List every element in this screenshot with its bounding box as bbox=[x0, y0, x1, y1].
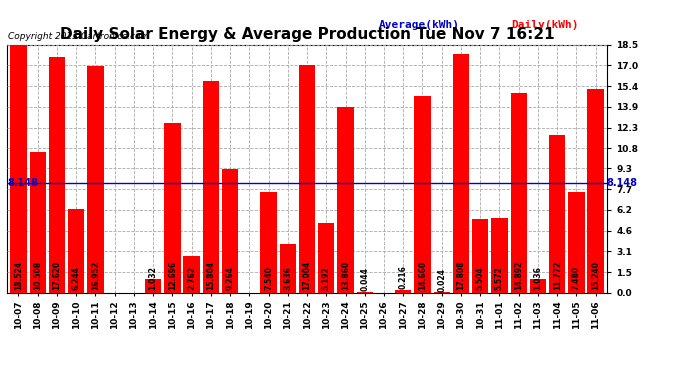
Bar bbox=[184, 255, 200, 292]
Text: 11.772: 11.772 bbox=[553, 261, 562, 291]
Text: Daily(kWh): Daily(kWh) bbox=[511, 20, 579, 30]
Bar bbox=[145, 279, 161, 292]
Text: 14.660: 14.660 bbox=[418, 261, 427, 291]
Text: 13.860: 13.860 bbox=[341, 261, 350, 291]
Text: 10.508: 10.508 bbox=[33, 261, 42, 291]
Text: 17.004: 17.004 bbox=[302, 261, 312, 291]
Text: 5.572: 5.572 bbox=[495, 267, 504, 291]
Bar bbox=[222, 169, 238, 292]
Text: 14.892: 14.892 bbox=[514, 261, 523, 291]
Bar bbox=[569, 192, 584, 292]
Text: Copyright 2023 Cartronics.com: Copyright 2023 Cartronics.com bbox=[8, 32, 150, 41]
Text: 18.524: 18.524 bbox=[14, 261, 23, 291]
Bar bbox=[10, 45, 27, 292]
Bar bbox=[279, 244, 296, 292]
Bar bbox=[395, 290, 411, 292]
Bar bbox=[87, 66, 104, 292]
Bar bbox=[203, 81, 219, 292]
Text: 15.240: 15.240 bbox=[591, 261, 600, 291]
Bar bbox=[30, 152, 46, 292]
Text: 5.504: 5.504 bbox=[475, 267, 484, 291]
Text: 8.148: 8.148 bbox=[607, 178, 638, 189]
Bar bbox=[260, 192, 277, 292]
Text: 1.036: 1.036 bbox=[533, 267, 542, 291]
Bar bbox=[318, 223, 335, 292]
Text: 17.620: 17.620 bbox=[52, 261, 61, 291]
Bar bbox=[511, 93, 527, 292]
Text: 1.032: 1.032 bbox=[148, 267, 157, 291]
Text: 7.540: 7.540 bbox=[264, 267, 273, 291]
Bar bbox=[49, 57, 65, 292]
Bar bbox=[68, 209, 84, 292]
Bar bbox=[299, 65, 315, 292]
Bar bbox=[587, 88, 604, 292]
Bar bbox=[491, 218, 508, 292]
Bar bbox=[414, 96, 431, 292]
Text: 0.044: 0.044 bbox=[360, 267, 369, 291]
Text: 12.696: 12.696 bbox=[168, 261, 177, 291]
Text: Average(kWh): Average(kWh) bbox=[379, 20, 460, 30]
Text: 9.264: 9.264 bbox=[226, 267, 235, 291]
Text: 6.244: 6.244 bbox=[72, 267, 81, 291]
Bar bbox=[472, 219, 489, 292]
Bar bbox=[337, 107, 354, 292]
Text: 8.148: 8.148 bbox=[8, 178, 39, 189]
Text: 0.216: 0.216 bbox=[399, 265, 408, 289]
Text: 2.762: 2.762 bbox=[187, 267, 196, 291]
Text: 17.808: 17.808 bbox=[457, 261, 466, 291]
Bar bbox=[164, 123, 181, 292]
Bar bbox=[453, 54, 469, 292]
Bar bbox=[549, 135, 565, 292]
Text: 16.952: 16.952 bbox=[91, 261, 100, 291]
Bar bbox=[530, 279, 546, 292]
Text: 0.024: 0.024 bbox=[437, 268, 446, 291]
Text: 7.480: 7.480 bbox=[572, 266, 581, 291]
Text: 3.636: 3.636 bbox=[284, 267, 293, 291]
Title: Daily Solar Energy & Average Production Tue Nov 7 16:21: Daily Solar Energy & Average Production … bbox=[60, 27, 554, 42]
Text: 15.804: 15.804 bbox=[206, 261, 215, 291]
Text: 5.192: 5.192 bbox=[322, 267, 331, 291]
